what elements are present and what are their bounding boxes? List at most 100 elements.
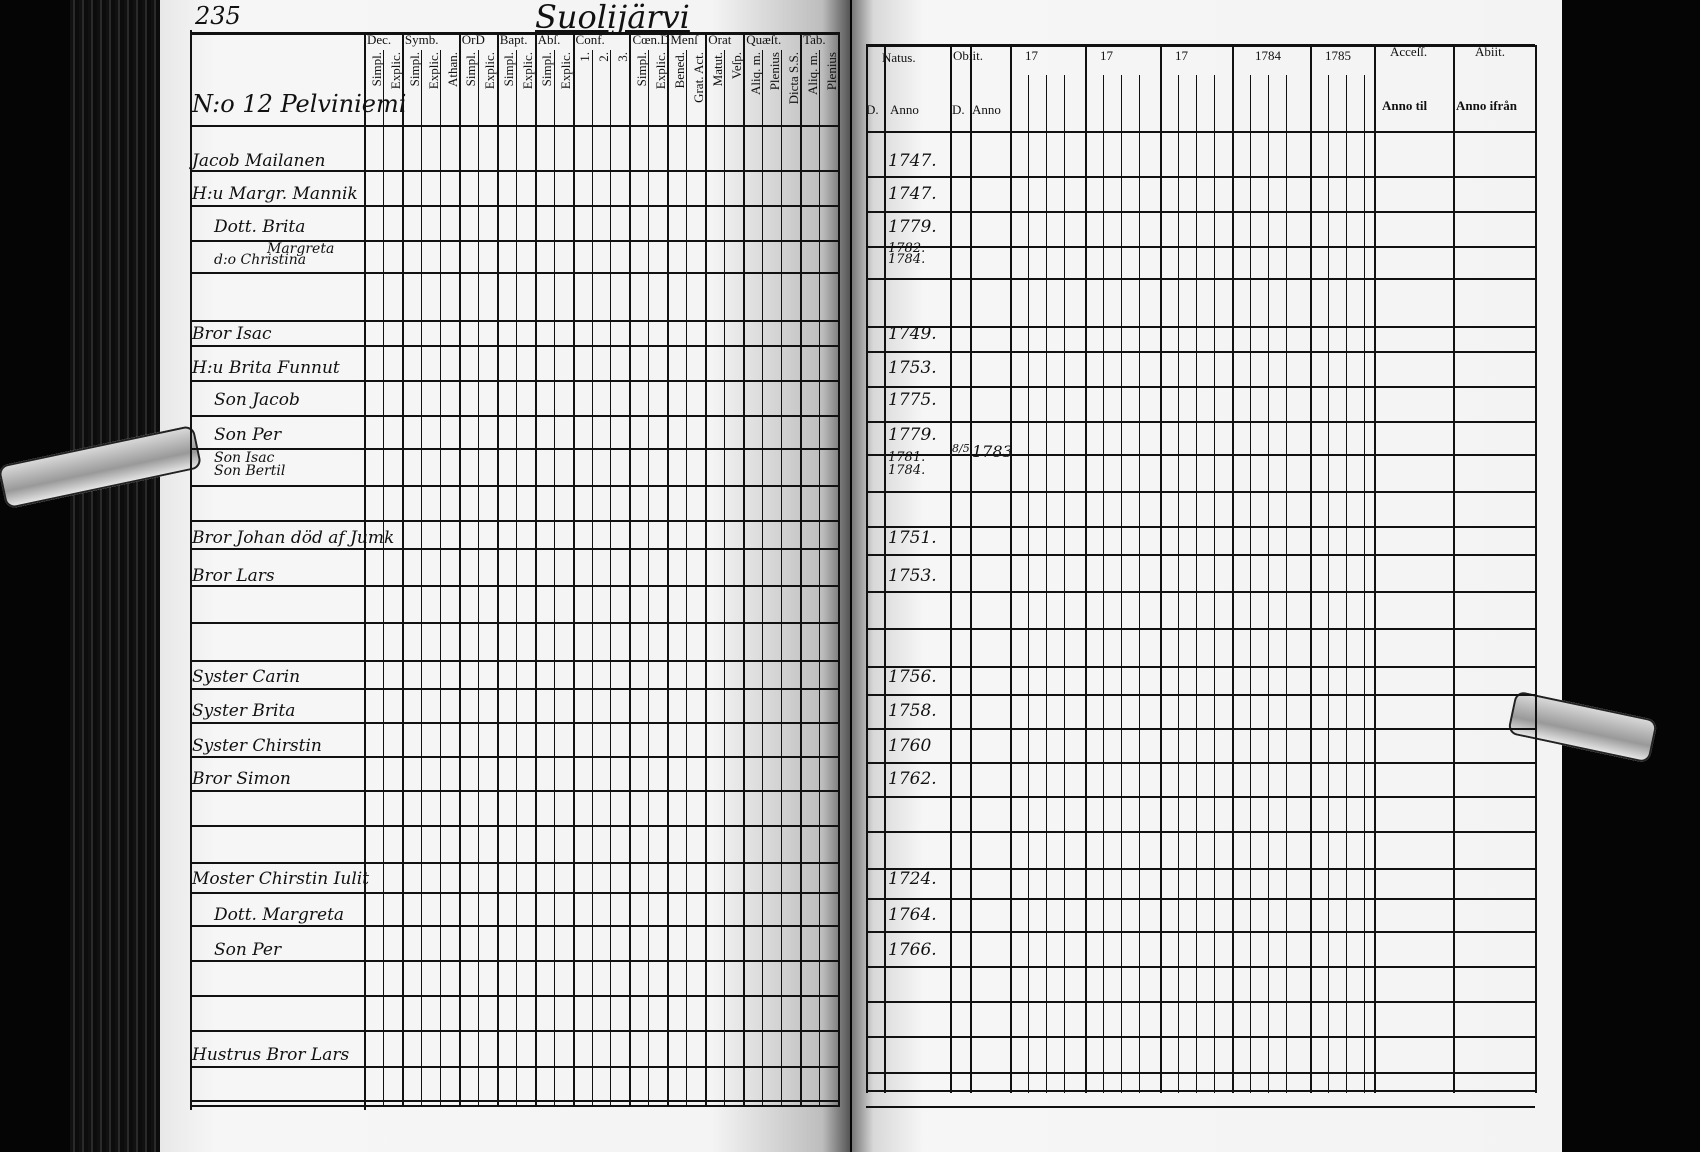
left-row-rule [190,548,838,550]
birth-year: 1724. [888,869,937,889]
left-row-rule [190,125,838,127]
birth-day-header: D. [866,102,879,117]
column-sub-rule [382,50,384,1107]
column-sub-rule [477,50,479,1107]
right-column-rule [1310,45,1312,1093]
left-row-rule [190,320,838,322]
birth-year: 1747. [888,184,937,204]
right-row-rule [866,386,1535,388]
column-group-rule [458,32,461,1107]
obiit-header: Obiit. [953,48,983,63]
left-row-rule [190,825,838,827]
column-group-label: Abſ. [537,32,561,47]
column-sub-label: Veſp. [728,52,744,80]
person-name: Syster Chirstin [192,736,322,756]
column-group-label: Dec. [367,32,392,47]
column-sub-label: Explic. [558,52,574,90]
left-row-rule [190,205,838,207]
year-sub-rule [1064,75,1065,1093]
year-column-header: 17 [1025,48,1038,63]
column-group-rule [743,32,746,1107]
person-name: Syster Carin [192,667,301,687]
birth-year: 1762. [888,769,937,789]
person-name: Bror Johan död af Jumk [192,528,395,548]
right-row-rule [866,1072,1535,1074]
year-sub-rule [1046,75,1047,1093]
year-sub-rule [1139,75,1140,1093]
birth-year: 1779. [888,425,937,445]
right-row-rule [866,246,1535,248]
column-sub-label: 1. [577,52,593,62]
right-row-rule [866,211,1535,213]
column-sub-rule [591,50,593,1107]
person-name: H:u Margr. Mannik [192,184,358,204]
column-sub-label: Simpl. [406,52,422,87]
right-row-rule [866,131,1535,133]
left-row-rule [190,960,838,962]
right-page [852,0,1562,1152]
left-row-rule [190,925,838,927]
column-sub-label: Explic. [653,52,669,90]
right-column-rule [1010,45,1012,1093]
birth-year: 1784. [888,463,926,478]
right-column-rule [970,45,972,1093]
right-row-rule [866,554,1535,556]
column-group-label: Conf. [575,32,605,47]
left-header-rule [190,32,838,35]
column-group-rule [838,32,840,1107]
column-sub-label: Aliq. m. [747,52,763,95]
left-row-rule [190,380,838,382]
left-row-rule [190,722,838,724]
person-name: Son Per [214,425,282,445]
right-column-rule [1232,45,1234,1093]
column-group-rule [800,32,803,1107]
right-row-rule [866,526,1535,528]
person-name: Son Bertil [214,463,286,479]
left-row-rule [190,1100,838,1102]
left-row-rule [190,622,838,624]
column-group-label: Menſ [670,32,698,47]
birth-year: 1782. [888,241,926,256]
person-name: Bror Isac [192,324,272,344]
left-bottom-rule [190,1105,838,1107]
year-sub-rule [1286,75,1287,1093]
column-sub-rule [439,50,441,1107]
birth-year: 1775. [888,390,937,410]
person-name: Syster Brita [192,701,296,721]
column-group-label: Symb. [404,32,439,47]
left-row-rule [190,862,838,864]
right-column-rule [1535,45,1537,1093]
left-row-rule [190,485,838,487]
column-sub-rule [762,50,764,1107]
person-name: Hustrus Bror Lars [192,1045,350,1065]
village-title: N:o 12 Pelviniemi [192,90,407,118]
year-sub-rule [1268,75,1269,1093]
column-sub-rule [819,50,821,1107]
right-column-rule [1085,45,1087,1093]
left-row-rule [190,170,838,172]
birth-year: 1751. [888,528,937,548]
left-row-rule [190,345,838,347]
column-sub-label: Simpl. [368,52,384,87]
year-sub-rule [1328,75,1329,1093]
accessit-header: Acceſſ. [1390,44,1428,59]
column-group-rule [534,32,537,1107]
birth-year: 1764. [888,905,937,925]
right-row-rule [866,666,1535,668]
column-sub-rule [686,50,688,1107]
column-sub-label: Plenius [823,52,839,91]
right-row-rule [866,868,1535,870]
column-sub-label: 3. [615,52,631,62]
column-sub-label: Explic. [387,52,403,90]
right-row-rule [866,728,1535,730]
column-sub-label: Matut. [709,52,725,87]
right-row-rule [866,762,1535,764]
right-row-rule [866,1036,1535,1038]
left-row-rule [190,1030,838,1032]
name-column-rule [364,32,366,1110]
left-row-rule [190,995,838,997]
year-sub-rule [1214,75,1215,1093]
left-row-rule [190,688,838,690]
column-sub-rule [553,50,555,1107]
column-group-label: Tab. [803,32,826,47]
